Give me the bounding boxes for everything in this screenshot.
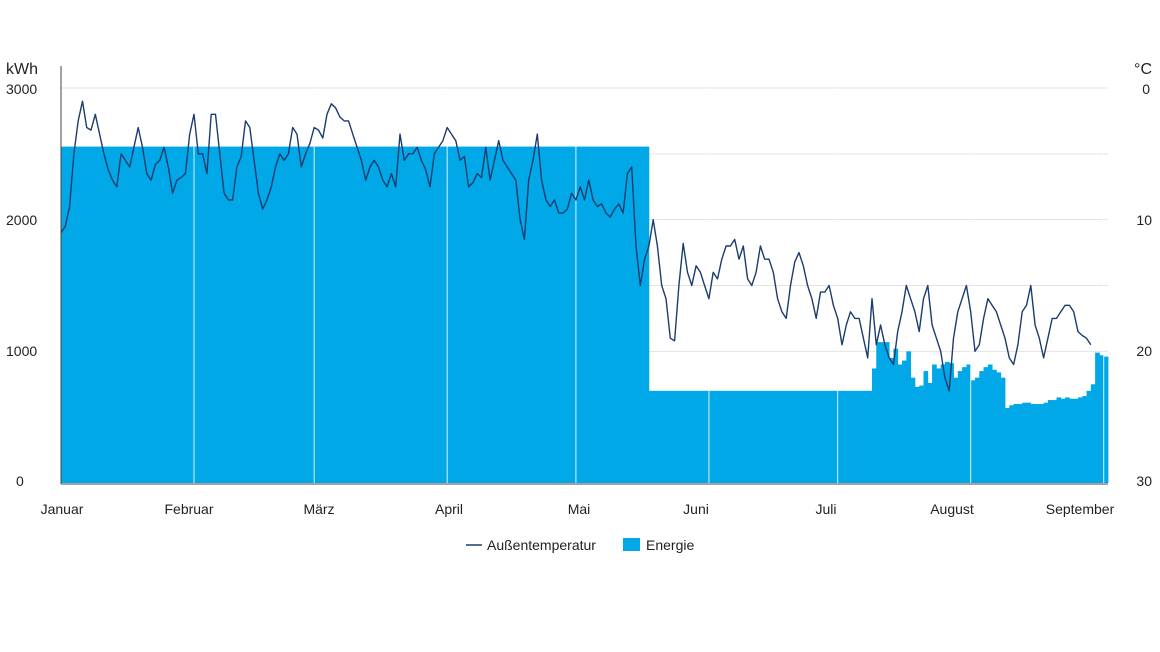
energy-bar (953, 377, 959, 483)
energy-bar (1013, 404, 1019, 483)
energy-bar (897, 364, 903, 483)
energy-bar (962, 367, 967, 483)
left-tick-label-0: 0 (16, 473, 24, 489)
left-tick-label-1000: 1000 (6, 343, 37, 359)
energy-bar (1090, 384, 1096, 483)
energy-bar (1022, 402, 1027, 483)
energy-bar (867, 390, 873, 483)
energy-bar (944, 361, 950, 483)
month-label-januar: Januar (41, 501, 84, 517)
energy-bar (644, 146, 650, 483)
energy-bar (1056, 397, 1062, 483)
energy-bar (1095, 352, 1100, 483)
energy-bar (932, 364, 937, 483)
energy-bar (1082, 396, 1087, 483)
month-label-september: September (1046, 501, 1115, 517)
energy-bar (1017, 404, 1023, 483)
energy-bar (1052, 400, 1057, 483)
axes (60, 66, 1108, 485)
energy-bar (1086, 390, 1092, 483)
energy-bar (919, 385, 924, 483)
energy-bar (889, 357, 894, 483)
energy-bar (1026, 402, 1032, 483)
energy-bar (902, 360, 907, 483)
left-tick-label-3000: 3000 (6, 81, 37, 97)
energy-bar (906, 351, 912, 483)
energy-bar (983, 367, 989, 483)
month-label-juni: Juni (683, 501, 709, 517)
right-tick-label-20: 20 (1136, 343, 1152, 359)
energy-bar (1060, 398, 1066, 483)
temperature-line (60, 100, 1092, 392)
energy-bar (927, 382, 933, 483)
energy-bar (974, 377, 980, 483)
energy-bar (987, 364, 993, 483)
energy-bar (914, 386, 920, 483)
energy-bar (936, 368, 942, 483)
legend: Außentemperatur Energie (466, 537, 694, 553)
energy-bar (923, 371, 929, 483)
right-tick-label-10: 10 (1136, 212, 1152, 228)
energy-bar (1043, 402, 1049, 483)
energy-bar (1030, 404, 1036, 483)
energy-bar (1009, 405, 1014, 483)
energy-bar (1000, 377, 1006, 483)
energy-bar (884, 342, 890, 483)
energy-bar (1099, 355, 1105, 483)
energy-bar (1005, 407, 1010, 483)
left-axis-unit: kWh (6, 61, 38, 78)
energy-bars (61, 146, 1109, 483)
energy-bar (996, 372, 1002, 483)
energy-bar (61, 146, 645, 483)
energy-bar (1065, 397, 1070, 483)
energy-bar (1039, 404, 1045, 483)
right-axis-unit: °C (1134, 61, 1152, 78)
legend-temperature-label: Außentemperatur (487, 537, 596, 553)
energy-bar (893, 348, 899, 483)
energy-bar (871, 368, 877, 483)
energy-bar (1103, 356, 1109, 483)
left-tick-label-2000: 2000 (6, 212, 37, 228)
energy-bar (970, 380, 976, 483)
legend-energy-marker (623, 538, 640, 551)
energy-bar (876, 342, 881, 483)
month-label-april: April (435, 501, 463, 517)
energy-bar (1035, 404, 1040, 483)
month-label-maerz: März (303, 501, 334, 517)
energy-bar (940, 364, 946, 483)
right-tick-label-0: 0 (1142, 81, 1150, 97)
energy-bar (957, 371, 963, 483)
month-label-august: August (930, 501, 974, 517)
month-label-juli: Juli (815, 501, 836, 517)
right-tick-label-30: 30 (1136, 473, 1152, 489)
energy-bar (992, 369, 997, 483)
month-label-februar: Februar (164, 501, 213, 517)
energy-bar (949, 363, 954, 483)
energy-bar (1047, 400, 1053, 483)
energy-bar (966, 364, 972, 483)
energy-bar (648, 390, 869, 483)
energy-bar (979, 371, 984, 483)
energy-bar (1073, 398, 1079, 483)
energy-bar (880, 342, 886, 483)
temperature-line-group (60, 100, 1092, 392)
legend-energy-label: Energie (646, 537, 694, 553)
energy-bar (1077, 397, 1083, 483)
month-separators (193, 88, 1105, 483)
energy-bar (910, 377, 916, 483)
month-label-mai: Mai (568, 501, 591, 517)
energy-bar (1069, 398, 1075, 483)
